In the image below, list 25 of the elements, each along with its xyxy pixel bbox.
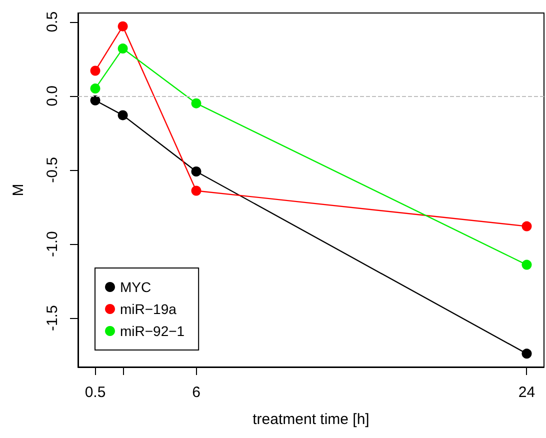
point xyxy=(118,44,128,54)
point xyxy=(522,221,532,232)
y-axis-title: M xyxy=(10,184,27,196)
point xyxy=(118,21,128,32)
y-tick-label: -1.5 xyxy=(44,305,61,332)
y-tick-label: -1.0 xyxy=(44,231,61,257)
point xyxy=(191,98,202,108)
legend-label: MYC xyxy=(120,279,152,295)
x-tick-label: 24 xyxy=(518,384,536,401)
point xyxy=(522,260,532,270)
point xyxy=(191,166,202,176)
y-tick-label: 0.5 xyxy=(44,11,61,32)
point xyxy=(522,348,532,359)
x-tick-label: 0.5 xyxy=(84,384,106,401)
point xyxy=(90,84,100,94)
y-tick-label: 0.0 xyxy=(44,86,61,106)
point xyxy=(191,186,202,196)
legend-label: miR−92−1 xyxy=(120,323,185,339)
y-tick-label: -0.5 xyxy=(44,157,61,183)
point xyxy=(90,66,100,76)
x-axis-title: treatment time [h] xyxy=(252,411,370,428)
x-tick-label: 6 xyxy=(192,384,200,401)
point xyxy=(90,95,100,106)
point xyxy=(118,110,128,120)
legend-label: miR−19a xyxy=(120,301,177,317)
